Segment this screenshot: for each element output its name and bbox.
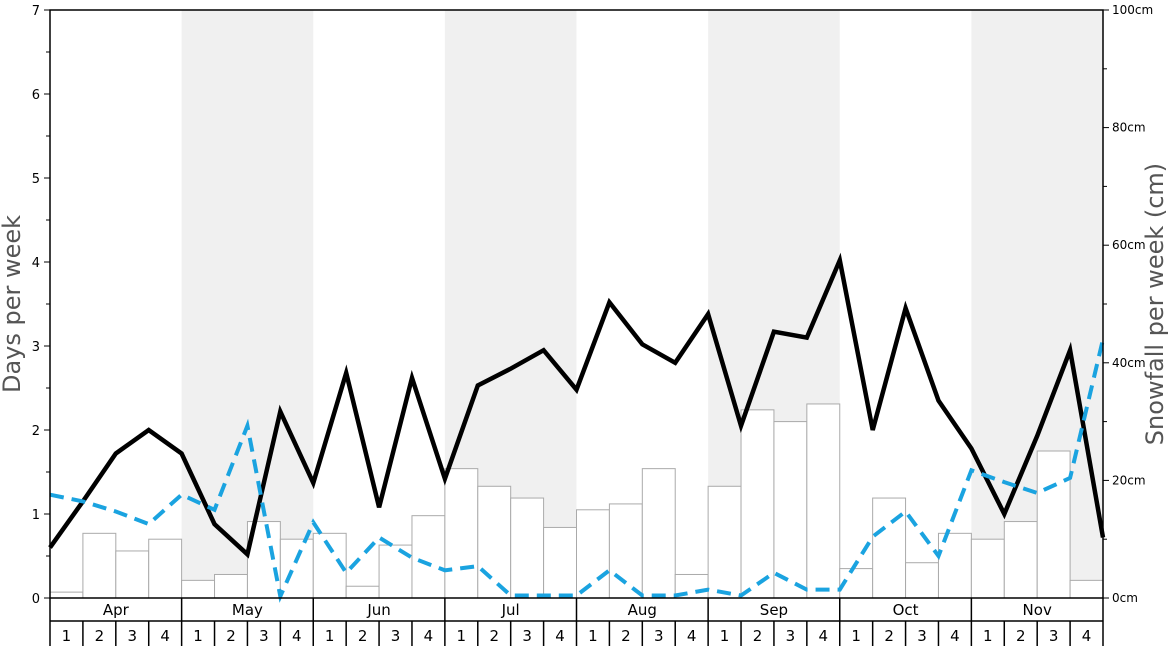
left-tick-label: 6 (32, 88, 40, 103)
snowfall-bar (181, 579, 216, 599)
week-label: 1 (720, 627, 730, 645)
week-label: 2 (1016, 627, 1026, 645)
week-label: 4 (1082, 627, 1092, 645)
right-tick-label: 0cm (1112, 591, 1138, 605)
week-label: 1 (851, 627, 861, 645)
month-label: Aug (628, 601, 657, 619)
week-label: 4 (950, 627, 960, 645)
week-label: 1 (193, 627, 203, 645)
left-y-axis: 0 1 2 3 4 5 6 7 (32, 4, 50, 607)
snowfall-bar (905, 562, 939, 599)
week-label: 1 (588, 627, 598, 645)
snowfall-bar (806, 403, 841, 599)
week-label: 2 (226, 627, 236, 645)
week-label: 2 (621, 627, 631, 645)
week-label: 3 (786, 627, 796, 645)
left-axis-title: Days per week (0, 215, 26, 393)
snowfall-bar (214, 573, 248, 599)
snowfall-bar (937, 532, 972, 599)
x-axis: Apr 1 2 3 4 May 1 2 3 4 Jun 1 2 3 4 Jul 1 2 3 4 Aug 1 2 3 4 Sep 1 2… (49, 598, 1104, 646)
snowfall-bar (82, 532, 117, 599)
week-label: 4 (555, 627, 565, 645)
month-label: Oct (893, 601, 919, 619)
week-label: 2 (358, 627, 368, 645)
snowfall-bar (49, 591, 84, 599)
snowfall-bar (970, 538, 1005, 599)
snowfall-bar (641, 468, 676, 599)
week-label: 1 (983, 627, 993, 645)
month-shading-layer (181, 10, 1103, 598)
week-label: 4 (687, 627, 697, 645)
week-label: 3 (654, 627, 664, 645)
week-label: 3 (917, 627, 927, 645)
week-label: 2 (753, 627, 763, 645)
week-label: 3 (259, 627, 269, 645)
snowfall-bar (576, 509, 610, 599)
left-tick-label: 3 (32, 340, 40, 355)
right-tick-label: 60cm (1112, 238, 1146, 252)
week-label: 4 (292, 627, 302, 645)
snowfall-bar (773, 421, 808, 599)
snowfall-bar (1003, 521, 1038, 599)
left-tick-label: 4 (32, 256, 40, 271)
snowfall-bar (477, 485, 512, 599)
right-tick-label: 20cm (1112, 473, 1146, 487)
days-solid-line (48, 252, 1106, 559)
snowfall-bar (279, 538, 314, 599)
snowfall-bar (1036, 450, 1071, 599)
right-tick-label: 80cm (1112, 121, 1146, 135)
month-label: Nov (1023, 601, 1052, 619)
week-label: 3 (391, 627, 401, 645)
week-label: 4 (819, 627, 829, 645)
left-tick-label: 5 (32, 172, 40, 187)
left-tick-label: 1 (32, 508, 40, 523)
snowfall-bar (345, 585, 380, 599)
week-label: 1 (325, 627, 335, 645)
right-y-axis: 0cm 20cm 40cm 60cm 80cm 100cm (1103, 3, 1153, 605)
week-label: 1 (62, 627, 72, 645)
left-tick-label: 0 (32, 592, 40, 607)
week-label: 3 (522, 627, 532, 645)
month-label: May (232, 601, 263, 619)
snowfall-bar (444, 468, 479, 599)
week-label: 1 (457, 627, 467, 645)
snowfall-bar (543, 526, 577, 599)
right-tick-label: 100cm (1112, 3, 1153, 17)
month-label: Jul (501, 601, 520, 619)
days-dashed-line-layer (49, 338, 1105, 603)
days-solid-line-layer (48, 252, 1106, 559)
snowfall-bar (510, 497, 545, 599)
month-label: Apr (103, 601, 130, 619)
week-label: 3 (127, 627, 137, 645)
snowfall-bars-layer (49, 403, 1104, 599)
right-tick-label: 40cm (1112, 356, 1146, 370)
snowfall-bar (740, 409, 775, 599)
left-tick-label: 2 (32, 424, 40, 439)
snowfall-bar (148, 538, 183, 599)
week-label: 4 (424, 627, 434, 645)
month-label: Sep (760, 601, 788, 619)
snowfall-bar (411, 515, 446, 599)
snowfall-bar (115, 550, 150, 599)
week-label: 4 (160, 627, 170, 645)
snowfall-bar (707, 485, 742, 599)
week-label: 2 (884, 627, 894, 645)
week-label: 3 (1049, 627, 1059, 645)
snowfall-bar (1069, 579, 1104, 599)
left-tick-label: 7 (32, 4, 40, 19)
right-axis-title: Snowfall per week (cm) (1141, 163, 1168, 445)
week-label: 2 (95, 627, 105, 645)
days-dashed-line (49, 338, 1105, 603)
month-label: Jun (366, 601, 390, 619)
month-shade-may (181, 10, 314, 598)
week-label: 2 (489, 627, 499, 645)
snowfall-bar (608, 503, 643, 599)
